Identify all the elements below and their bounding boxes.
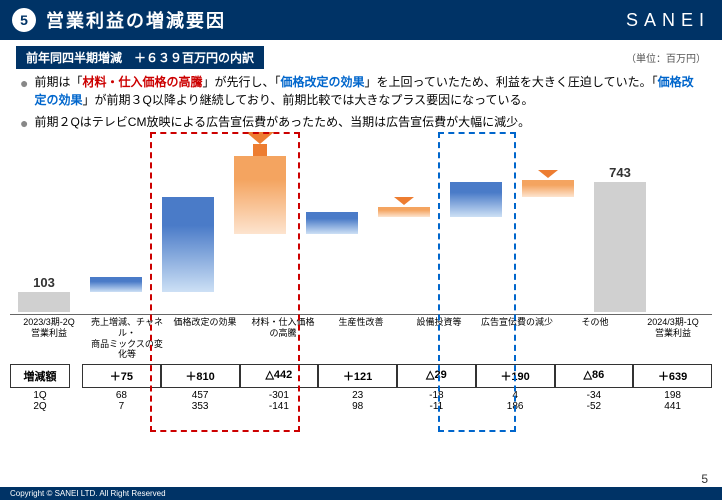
- quarter-value: 68: [82, 390, 161, 401]
- category-label: 材料・仕入価格の高騰: [244, 315, 322, 362]
- arrow-down-icon: [538, 170, 558, 178]
- waterfall-chart: 103 743: [10, 142, 712, 312]
- slide-number: 5: [12, 8, 36, 32]
- table-cell: ＋75: [82, 364, 161, 388]
- table-cell: ＋639: [633, 364, 712, 388]
- quarter-value: 7: [82, 401, 161, 412]
- quarter-label: 2Q: [10, 401, 70, 412]
- category-label: 生産性改善: [322, 315, 400, 362]
- quarter-value: 457: [161, 390, 240, 401]
- chart-bar: [522, 180, 574, 197]
- quarter-label: 1Q: [10, 390, 70, 401]
- delta-table: 増減額 ＋75＋810△442＋121△29＋190△86＋639: [10, 364, 712, 388]
- quarter-value: -34: [555, 390, 634, 401]
- arrow-down-icon: [246, 132, 274, 144]
- table-cell: ＋190: [476, 364, 555, 388]
- bar-value-label: 103: [10, 275, 78, 290]
- table-cell: △86: [555, 364, 634, 388]
- quarter-breakdown: 1Q 68457-30123-184-34198 2Q 7353-14198-1118…: [10, 390, 712, 412]
- category-label: 2023/3期-2Q営業利益: [10, 315, 88, 362]
- bullet-dot-icon: ●: [20, 113, 28, 134]
- quarter-value: 4: [476, 390, 555, 401]
- chart-bar: [450, 182, 502, 217]
- bullet-dot-icon: ●: [20, 73, 28, 109]
- bullet-text: 前期は「材料・仕入価格の高騰」が先行し、「価格改定の効果」を上回っていたため、利…: [34, 73, 702, 109]
- chart-bar: [234, 156, 286, 234]
- quarter-value: -11: [397, 401, 476, 412]
- quarter-value: 441: [633, 401, 712, 412]
- subtitle: 前年同四半期増減 ＋６３９百万円の内訳: [16, 46, 264, 69]
- quarter-value: 353: [161, 401, 240, 412]
- table-row-label: 増減額: [10, 364, 70, 388]
- quarter-row: 1Q 68457-30123-184-34198: [10, 390, 712, 401]
- bullet-item: ● 前期２QはテレビCM放映による広告宣伝費があったため、当期は広告宣伝費が大幅…: [20, 113, 702, 134]
- quarter-value: -301: [240, 390, 319, 401]
- quarter-value: 23: [318, 390, 397, 401]
- brand-logo: SANEI: [626, 10, 710, 31]
- quarter-value: -18: [397, 390, 476, 401]
- quarter-value: -141: [240, 401, 319, 412]
- chart-bar: [162, 197, 214, 292]
- quarter-value: 98: [318, 401, 397, 412]
- table-cell: △29: [397, 364, 476, 388]
- quarter-value: 186: [476, 401, 555, 412]
- table-cell: ＋810: [161, 364, 240, 388]
- chart-bar: [18, 292, 70, 312]
- chart-bar: [306, 212, 358, 234]
- table-cell: △442: [240, 364, 319, 388]
- subtitle-row: 前年同四半期増減 ＋６３９百万円の内訳 （単位：百万円）: [0, 40, 722, 71]
- bullet-item: ● 前期は「材料・仕入価格の高騰」が先行し、「価格改定の効果」を上回っていたため…: [20, 73, 702, 109]
- header: 5 営業利益の増減要因 SANEI: [0, 0, 722, 40]
- table-cell: ＋121: [318, 364, 397, 388]
- quarter-value: 198: [633, 390, 712, 401]
- category-label: 売上増減、チャネル・商品ミックスの変化等: [88, 315, 166, 362]
- category-label: その他: [556, 315, 634, 362]
- copyright: Copyright © SANEI LTD. All Right Reserve…: [10, 489, 166, 498]
- unit-label: （単位：百万円）: [626, 50, 706, 65]
- quarter-row: 2Q 7353-14198-11186-52441: [10, 401, 712, 412]
- arrow-down-icon: [253, 144, 267, 156]
- bar-value-label: 743: [586, 165, 654, 180]
- footer: Copyright © SANEI LTD. All Right Reserve…: [0, 487, 722, 500]
- category-row: 2023/3期-2Q営業利益売上増減、チャネル・商品ミックスの変化等価格改定の効…: [10, 314, 712, 362]
- page-number: 5: [701, 472, 708, 486]
- category-label: 設備投資等: [400, 315, 478, 362]
- chart-bar: [378, 207, 430, 217]
- page-title: 営業利益の増減要因: [46, 7, 626, 33]
- category-label: 広告宣伝費の減少: [478, 315, 556, 362]
- bullet-list: ● 前期は「材料・仕入価格の高騰」が先行し、「価格改定の効果」を上回っていたため…: [0, 71, 722, 142]
- category-label: 2024/3期-1Q営業利益: [634, 315, 712, 362]
- chart-bar: [90, 277, 142, 292]
- bullet-text: 前期２QはテレビCM放映による広告宣伝費があったため、当期は広告宣伝費が大幅に減…: [34, 113, 530, 134]
- arrow-down-icon: [394, 197, 414, 205]
- category-label: 価格改定の効果: [166, 315, 244, 362]
- quarter-value: -52: [555, 401, 634, 412]
- chart-bar: [594, 182, 646, 312]
